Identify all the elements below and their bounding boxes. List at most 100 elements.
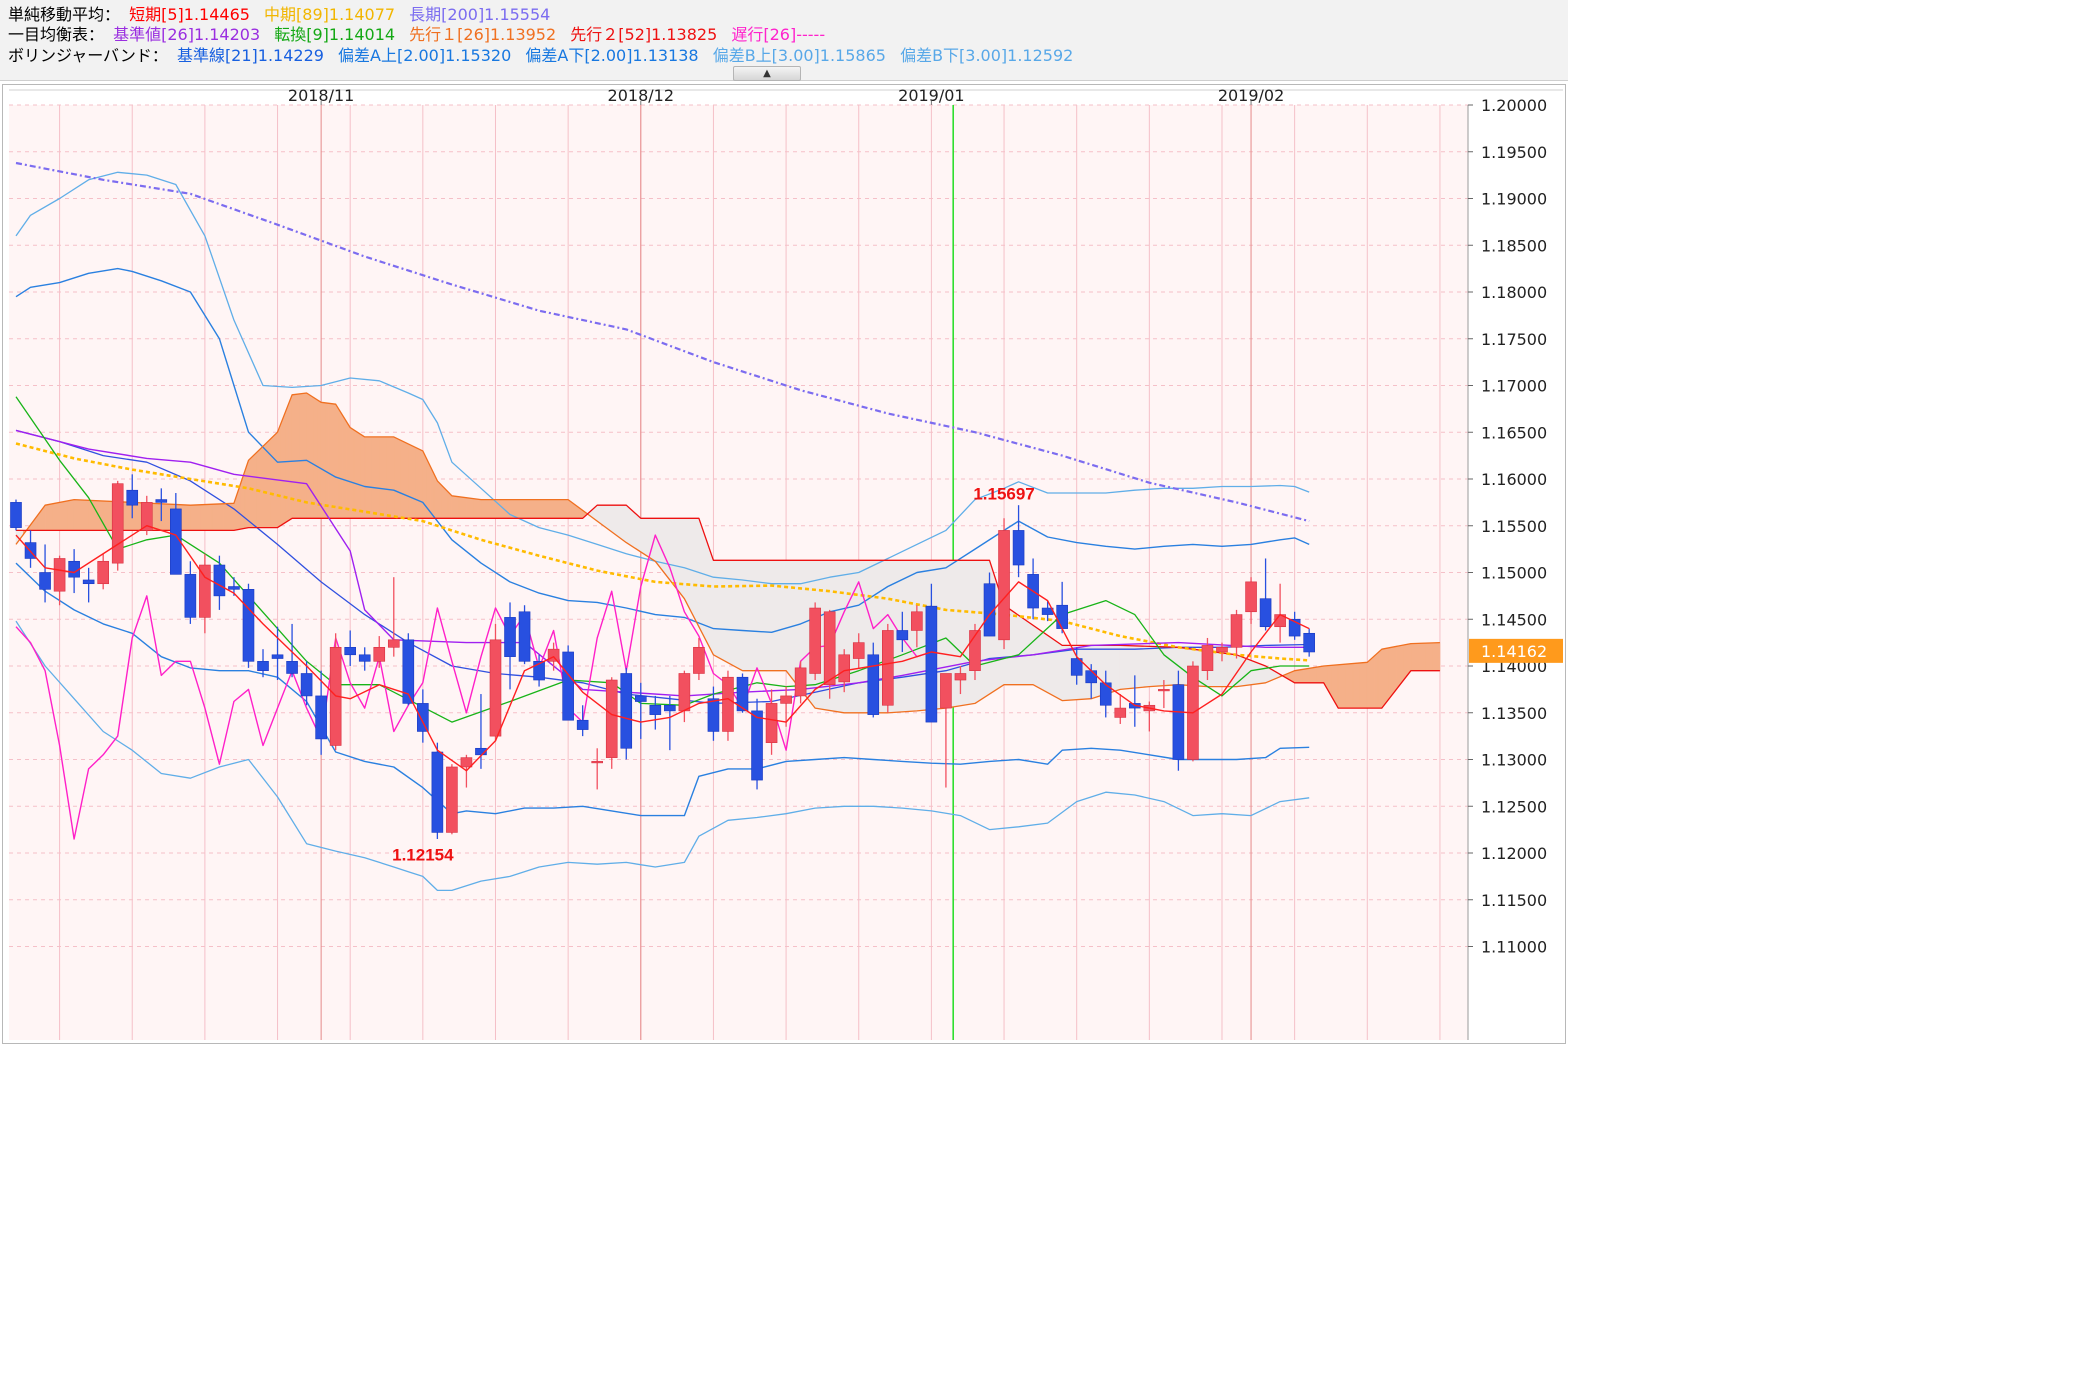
candle-body [998,530,1010,641]
kumo-segment [1163,646,1172,686]
candle-body [634,695,647,702]
candle-up [111,480,124,571]
kumo-segment [393,436,402,519]
candle-body [140,502,153,531]
kumo-segment [742,560,754,671]
kumo-segment [378,436,387,519]
candle-body [300,673,313,697]
kumo-segment [1352,662,1361,709]
price-tick-label: 1.14500 [1481,610,1547,629]
candle-down [664,695,676,751]
candle-up [852,633,865,668]
kumo-segment [1134,645,1143,689]
candle-body [838,654,851,683]
candle-down [271,626,284,681]
candle-body [518,611,531,662]
candle-body [1172,684,1185,760]
candle-up [969,623,981,681]
kumo-segment [843,560,856,714]
kumo-segment [52,502,60,531]
candle-down [1259,558,1272,631]
candle-body [678,673,691,712]
candle-body [620,673,633,749]
kumo-segment [1432,642,1441,671]
candle-up [1245,577,1257,624]
candle-body [155,499,168,503]
candle-up [446,764,458,835]
collapse-legend-button[interactable]: ▲ [733,66,801,81]
candle-body [547,648,560,662]
kumo-segment [763,560,776,671]
kumo-segment [1061,645,1070,701]
candle-body [10,502,22,528]
kumo-segment [342,414,347,519]
candle-down [82,567,95,603]
candle-body [1303,632,1315,653]
price-tick-label: 1.16500 [1481,423,1547,442]
kumo-segment [691,517,696,620]
kumo-segment [59,500,68,531]
candle-down [896,611,909,652]
candle-down [518,605,531,665]
kumo-segment [952,560,961,708]
price-tick-label: 1.19000 [1481,190,1547,209]
sma-89-line [15,442,1310,662]
candle-body [53,558,66,592]
kumo-segment [1301,667,1310,684]
kumo-segment [720,560,729,664]
candle-body [387,639,400,648]
candle-down [39,544,51,603]
kumo-segment [1221,652,1230,687]
candle-body [1070,658,1083,676]
kumo-segment [190,504,202,531]
candle-up [1216,642,1228,662]
candle-up [1114,694,1127,724]
candle-body [722,676,734,732]
candle-up [823,609,836,699]
candle-body [1216,646,1228,653]
candle-down [315,670,327,755]
candle-body [271,654,284,659]
candle-body [1099,682,1112,706]
candle-body [199,564,211,618]
candle-body [765,703,778,743]
kumo-segment [1032,624,1041,690]
kumo-segment [625,504,631,546]
candle-down [344,630,356,666]
kumo-segment [1366,658,1372,709]
kumo-segment [444,487,449,519]
candle-up [722,670,734,741]
price-axis: 1.20000 1.19500 1.19000 1.18500 1.18000 1.175… [1468,96,1547,957]
indicator-legend: 単純移動平均： 短期[5]1.14465 中期[89]1.14077 長期[20… [0,0,1568,81]
legend-bb-a-upper: 偏差A上[2.00]1.15320 [338,46,512,65]
candle-up [998,518,1010,650]
candle-up [809,602,821,681]
kumo-segment [753,560,765,671]
kumo-segment [328,402,333,519]
candle-body [213,564,226,597]
kumo-segment [546,499,569,519]
candle-body [809,607,821,674]
kumo-segment [1258,662,1266,685]
candle-down [257,649,269,678]
chart-frame: 1.15697 1.12154 1.20000 1.19500 1.19000 1.185… [2,84,1566,1044]
legend-bb-a-lower: 偏差A下[2.00]1.13138 [525,46,699,65]
kumo-segment [480,499,504,519]
candle-up [53,555,66,606]
candle-body [1259,598,1272,628]
bollinger-lower-2sigma [15,562,1310,817]
candle-up [140,495,153,536]
price-chart[interactable]: 1.15697 1.12154 1.20000 1.19500 1.19000 1.185… [3,85,1565,1043]
candle-body [591,761,604,764]
legend-ichimoku-chikou: 遅行[26]----- [731,25,826,44]
candle-up [940,673,952,788]
candle-down [242,583,255,668]
sma-200-line [15,161,1310,523]
candle-body [751,710,763,781]
price-tick-label: 1.18500 [1481,236,1547,255]
kumo-segment [785,560,794,681]
candle-up [881,623,894,713]
candle-body [896,630,909,641]
kumo-segment [836,560,841,713]
current-price-box [1469,638,1563,663]
